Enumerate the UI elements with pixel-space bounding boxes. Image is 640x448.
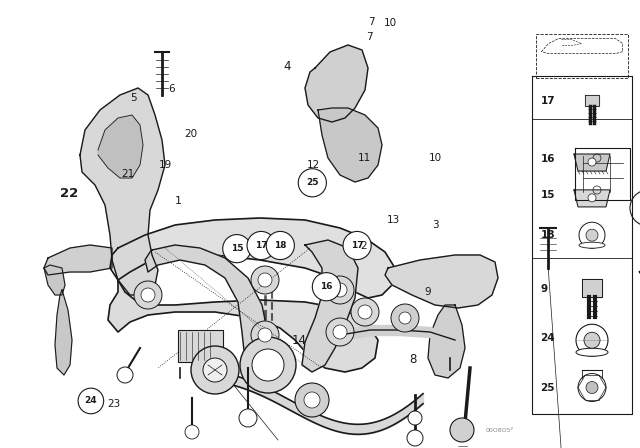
Text: 8: 8 bbox=[409, 353, 417, 366]
Circle shape bbox=[134, 281, 162, 309]
Circle shape bbox=[258, 328, 272, 342]
Text: 3: 3 bbox=[432, 220, 438, 230]
Text: 25: 25 bbox=[540, 383, 555, 392]
Circle shape bbox=[185, 425, 199, 439]
Text: 1: 1 bbox=[175, 196, 181, 206]
Circle shape bbox=[407, 430, 423, 446]
Text: 6: 6 bbox=[168, 84, 175, 94]
Circle shape bbox=[251, 321, 279, 349]
Circle shape bbox=[358, 305, 372, 319]
Circle shape bbox=[326, 318, 354, 346]
Text: 18: 18 bbox=[540, 230, 555, 240]
Polygon shape bbox=[98, 115, 143, 178]
Text: 11: 11 bbox=[358, 153, 371, 163]
Ellipse shape bbox=[579, 242, 605, 248]
Circle shape bbox=[239, 409, 257, 427]
Bar bbox=[178, 330, 223, 362]
Circle shape bbox=[586, 229, 598, 241]
Circle shape bbox=[312, 273, 340, 301]
Circle shape bbox=[298, 169, 326, 197]
Text: 17: 17 bbox=[255, 241, 268, 250]
Circle shape bbox=[247, 232, 275, 259]
Circle shape bbox=[295, 383, 329, 417]
Text: 10: 10 bbox=[384, 18, 397, 28]
Polygon shape bbox=[318, 108, 382, 182]
Ellipse shape bbox=[576, 348, 608, 356]
Text: 17: 17 bbox=[351, 241, 364, 250]
Text: 4: 4 bbox=[283, 60, 291, 73]
Text: 23: 23 bbox=[108, 399, 120, 409]
Circle shape bbox=[333, 325, 347, 339]
Polygon shape bbox=[80, 88, 165, 295]
Circle shape bbox=[579, 222, 605, 248]
Text: 12: 12 bbox=[307, 160, 320, 170]
Polygon shape bbox=[108, 280, 378, 372]
Circle shape bbox=[304, 392, 320, 408]
Text: 15: 15 bbox=[230, 244, 243, 253]
Circle shape bbox=[117, 367, 133, 383]
Text: 9: 9 bbox=[424, 287, 431, 297]
Polygon shape bbox=[574, 154, 610, 171]
Text: 15: 15 bbox=[540, 190, 555, 200]
Circle shape bbox=[391, 304, 419, 332]
Text: 13: 13 bbox=[387, 215, 400, 224]
Polygon shape bbox=[110, 218, 395, 298]
Text: 21: 21 bbox=[122, 169, 134, 179]
Polygon shape bbox=[44, 265, 65, 295]
Polygon shape bbox=[582, 279, 602, 297]
Text: 2: 2 bbox=[360, 241, 367, 250]
Circle shape bbox=[258, 273, 272, 287]
Text: 5: 5 bbox=[130, 93, 136, 103]
Circle shape bbox=[333, 283, 347, 297]
Circle shape bbox=[399, 312, 411, 324]
Circle shape bbox=[266, 232, 294, 259]
Circle shape bbox=[223, 235, 251, 263]
Text: 7: 7 bbox=[368, 17, 374, 27]
Circle shape bbox=[203, 358, 227, 382]
Text: 19: 19 bbox=[159, 160, 172, 170]
Circle shape bbox=[240, 337, 296, 393]
Polygon shape bbox=[44, 245, 112, 275]
Circle shape bbox=[576, 324, 608, 356]
Text: 9: 9 bbox=[540, 284, 548, 294]
Circle shape bbox=[343, 232, 371, 259]
Circle shape bbox=[252, 349, 284, 381]
Circle shape bbox=[191, 346, 239, 394]
Polygon shape bbox=[574, 190, 610, 207]
Circle shape bbox=[141, 288, 155, 302]
Circle shape bbox=[630, 190, 640, 226]
Text: 18: 18 bbox=[274, 241, 287, 250]
Circle shape bbox=[326, 276, 354, 304]
Text: 7: 7 bbox=[367, 32, 373, 42]
Text: 17: 17 bbox=[540, 96, 555, 106]
Circle shape bbox=[450, 418, 474, 442]
Text: 24: 24 bbox=[84, 396, 97, 405]
Text: 10: 10 bbox=[429, 153, 442, 163]
Circle shape bbox=[584, 332, 600, 348]
Text: 16: 16 bbox=[320, 282, 333, 291]
Text: 16: 16 bbox=[540, 154, 555, 164]
Circle shape bbox=[588, 194, 596, 202]
Text: 20: 20 bbox=[184, 129, 197, 138]
Polygon shape bbox=[305, 45, 368, 122]
Text: 14: 14 bbox=[292, 334, 307, 347]
Polygon shape bbox=[428, 305, 465, 378]
Text: 00O8O5²: 00O8O5² bbox=[485, 427, 513, 433]
Text: 22: 22 bbox=[60, 187, 78, 200]
Polygon shape bbox=[385, 255, 498, 308]
Circle shape bbox=[586, 382, 598, 393]
Circle shape bbox=[251, 266, 279, 294]
Polygon shape bbox=[302, 240, 358, 372]
Polygon shape bbox=[585, 95, 599, 106]
Circle shape bbox=[578, 374, 606, 401]
Text: 24: 24 bbox=[540, 333, 555, 343]
Polygon shape bbox=[55, 290, 72, 375]
Circle shape bbox=[408, 411, 422, 425]
Circle shape bbox=[588, 158, 596, 166]
Circle shape bbox=[351, 298, 379, 326]
Text: 25: 25 bbox=[306, 178, 319, 187]
Circle shape bbox=[78, 388, 104, 414]
Polygon shape bbox=[145, 245, 268, 368]
